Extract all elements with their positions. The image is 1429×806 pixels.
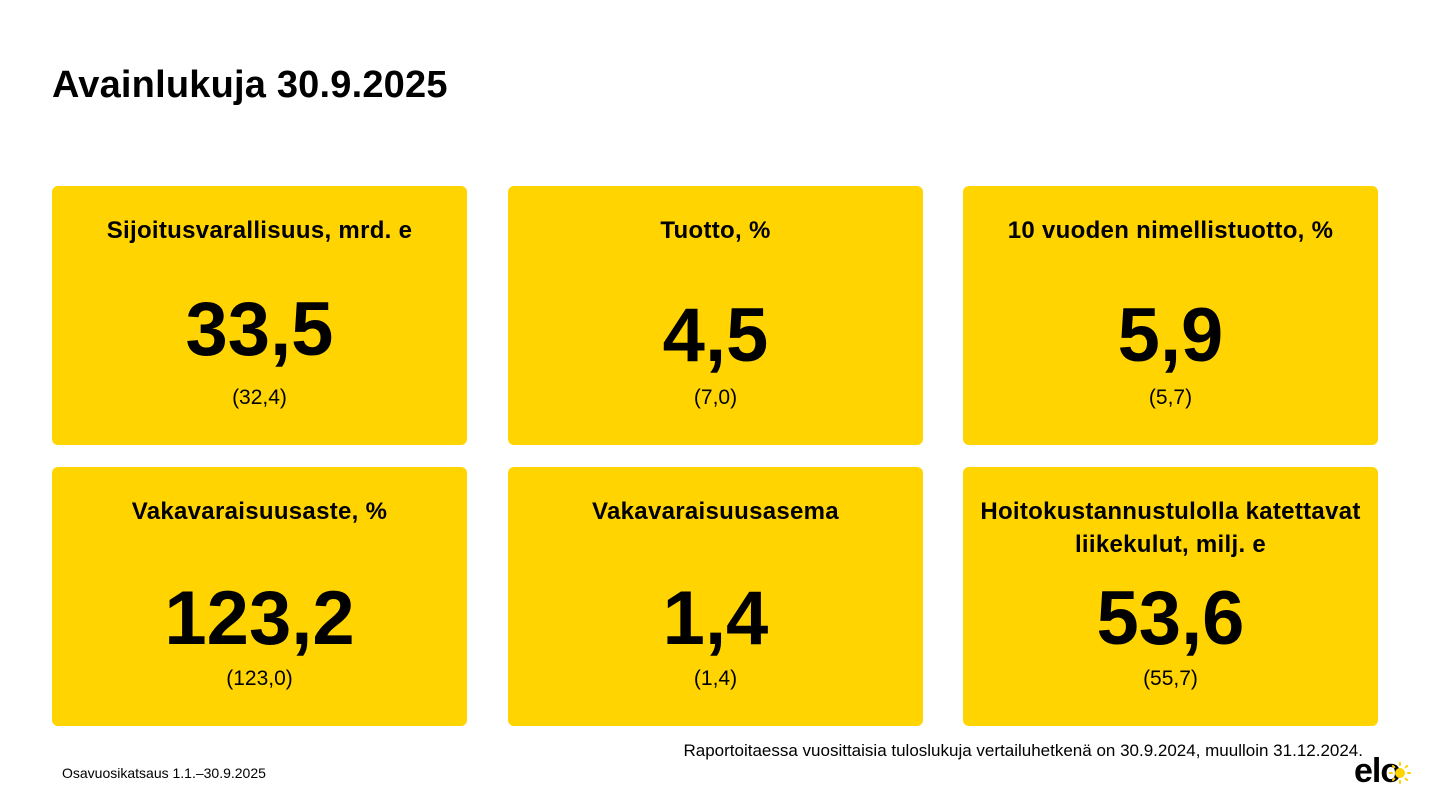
kpi-value: 123,2 (164, 576, 355, 661)
kpi-value: 53,6 (1096, 576, 1245, 661)
kpi-value: 5,9 (1117, 293, 1224, 378)
kpi-label: Vakavaraisuusaste, % (131, 498, 388, 525)
report-name: Osavuosikatsaus 1.1.–30.9.2025 (62, 765, 266, 781)
kpi-previous-value: (1,4) (693, 667, 738, 690)
kpi-label: Vakavaraisuusasema (592, 498, 839, 525)
kpi-previous-value: (5,7) (1148, 386, 1193, 409)
kpi-value: 1,4 (662, 576, 769, 661)
kpi-card-operating-expenses: Hoitokustannustulolla katettavat liikeku… (963, 467, 1378, 726)
kpi-previous-value: (55,7) (1143, 667, 1198, 690)
kpi-card-solvency-position: Vakavaraisuusasema 1,4 (1,4) (508, 467, 923, 726)
kpi-label: 10 vuoden nimellistuotto, % (1007, 217, 1334, 244)
elo-logo: elo (1354, 752, 1411, 790)
sun-icon (1389, 762, 1411, 784)
kpi-card-solvency-ratio: Vakavaraisuusaste, % 123,2 (123,0) (52, 467, 467, 726)
logo-text: elo (1354, 752, 1401, 790)
kpi-previous-value: (7,0) (693, 386, 738, 409)
page-title: Avainlukuja 30.9.2025 (52, 64, 448, 106)
kpi-label: Hoitokustannustulolla katettavat liikeku… (980, 498, 1361, 558)
kpi-previous-value: (32,4) (232, 386, 287, 409)
kpi-card-return: Tuotto, % 4,5 (7,0) (508, 186, 923, 445)
kpi-previous-value: (123,0) (226, 667, 293, 690)
kpi-value: 4,5 (662, 293, 769, 378)
kpi-label: Tuotto, % (660, 217, 771, 244)
kpi-card-investment-assets: Sijoitusvarallisuus, mrd. e 33,5 (32,4) (52, 186, 467, 445)
kpi-label: Sijoitusvarallisuus, mrd. e (106, 217, 413, 244)
kpi-value: 33,5 (185, 287, 334, 372)
comparison-footnote: Raportoitaessa vuosittaisia tuloslukuja … (683, 741, 1363, 760)
kpi-card-10-year-nominal-return: 10 vuoden nimellistuotto, % 5,9 (5,7) (963, 186, 1378, 445)
